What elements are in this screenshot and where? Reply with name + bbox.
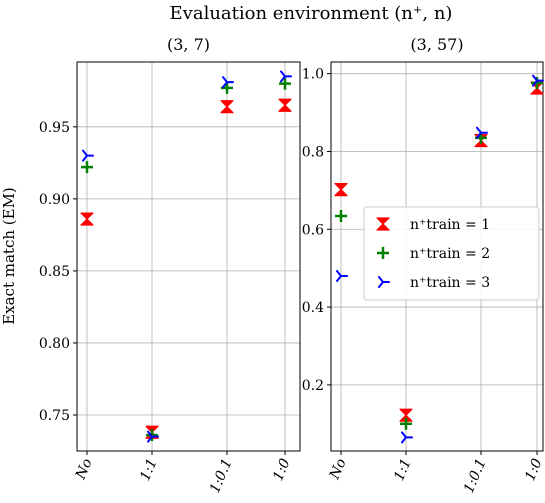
legend-label: n⁺train = 3	[410, 275, 490, 291]
panel-title: (3, 7)	[167, 35, 210, 54]
x-tick-label: 1:0	[522, 456, 545, 483]
data-point	[532, 74, 544, 87]
x-tick-label: 1:1	[137, 456, 161, 483]
y-tick-label: 0.75	[39, 408, 70, 424]
data-point	[147, 430, 159, 443]
y-tick-label: 0.95	[39, 120, 70, 136]
legend-label: n⁺train = 1	[410, 217, 490, 233]
y-tick-label: 0.2	[302, 378, 324, 394]
data-point	[400, 417, 412, 430]
panel-2: 0.2 0.4 0.6 0.8 1.0 No 1:1 1:0.1 1:0 (3, 57)	[302, 35, 545, 496]
data-point	[278, 98, 292, 112]
axes-frame	[76, 61, 301, 452]
y-tick-label: 0.4	[302, 300, 324, 316]
x-tick-label: 1:1	[391, 456, 415, 483]
y-tick-label: 0.85	[39, 264, 70, 280]
x-tick-label: No	[326, 456, 349, 482]
data-point	[220, 100, 234, 114]
data-point	[279, 77, 291, 90]
y-tick-label: 0.90	[39, 192, 70, 208]
data-point	[476, 126, 488, 139]
x-tick-label: 1:0.1	[461, 456, 490, 495]
data-point	[80, 212, 94, 226]
y-tick-label: 0.80	[39, 336, 70, 352]
panel-1: 0.75 0.80 0.85 0.90 0.95 No 1:1 1:0.1 1:0 (3, 7)	[39, 35, 301, 496]
data-point	[531, 77, 543, 90]
legend-marker	[378, 276, 390, 288]
legend-frame	[363, 206, 540, 301]
legend-marker	[376, 217, 390, 231]
y-axis-label: Exact match (EM)	[0, 187, 18, 325]
data-point	[401, 431, 413, 444]
legend: n⁺train = 1 n⁺train = 2 n⁺train = 3	[363, 206, 540, 301]
data-point	[334, 182, 348, 197]
y-tick-label: 0.8	[302, 144, 324, 160]
data-point	[335, 210, 347, 223]
axes-frame	[330, 61, 544, 452]
figure-suptitle: Evaluation environment (n⁺, n)	[170, 3, 453, 24]
legend-label: n⁺train = 2	[410, 246, 490, 262]
data-point	[82, 149, 94, 162]
legend-marker	[377, 247, 389, 259]
y-tick-label: 1.0	[302, 67, 324, 83]
y-tick-label: 0.6	[302, 222, 324, 238]
data-point	[81, 161, 93, 174]
data-point	[336, 269, 348, 282]
x-tick-label: 1:0.1	[207, 456, 236, 495]
x-tick-label: No	[72, 456, 95, 482]
data-point	[280, 70, 292, 83]
panel-title: (3, 57)	[410, 35, 463, 54]
x-tick-label: 1:0	[270, 456, 294, 483]
data-point	[399, 408, 413, 422]
data-point	[222, 76, 234, 89]
